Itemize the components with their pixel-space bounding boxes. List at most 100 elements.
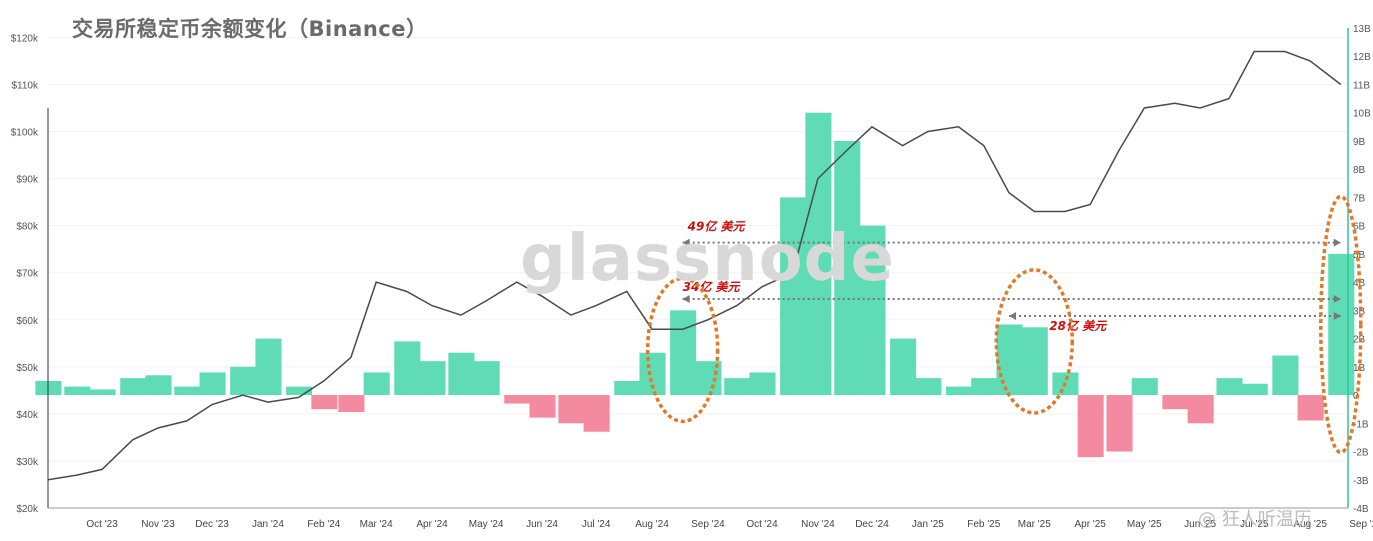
highlight-ellipse — [645, 276, 720, 424]
annotation-label: 49亿 美元 — [687, 220, 747, 234]
left-tick-label: $70k — [16, 269, 39, 280]
x-tick-label: Nov '23 — [141, 519, 175, 530]
balance-bar — [286, 386, 313, 396]
highlight-ellipse — [994, 268, 1075, 415]
left-axis: $20k $30k $40k $50k $60k $70k $80k $90k $100k $11… — [11, 33, 49, 515]
balance-bar — [945, 386, 973, 396]
x-tick-label: Apr '24 — [416, 519, 448, 530]
x-tick-label: Oct '24 — [746, 519, 778, 530]
right-tick-label: 6B — [1353, 222, 1366, 233]
balance-bar — [1131, 378, 1158, 396]
x-tick-label: Mar '25 — [1018, 519, 1051, 530]
watermark: glassnode — [520, 222, 895, 296]
left-tick-label: $120k — [11, 33, 39, 44]
arrow-right — [1333, 238, 1341, 247]
right-tick-label: -2B — [1353, 448, 1369, 459]
balance-bar — [670, 310, 697, 396]
left-tick-label: $80k — [16, 222, 39, 233]
balance-bar — [230, 366, 257, 396]
price-line-group — [47, 50, 1342, 481]
x-tick-label: Jun '24 — [526, 519, 558, 530]
balance-bar — [363, 372, 390, 396]
left-tick-label: $90k — [16, 175, 39, 186]
right-tick-label: 12B — [1353, 52, 1371, 63]
balance-bar — [394, 341, 421, 396]
balance-bar — [145, 375, 172, 396]
left-tick-label: $30k — [16, 457, 39, 468]
balance-bar — [859, 225, 886, 396]
x-tick-label: Jun '25 — [1184, 519, 1216, 530]
x-tick-label: Jan '25 — [912, 519, 944, 530]
x-axis: Oct '23 Nov '23 Dec '23 Jan '24 Feb '24 Mar '… — [48, 507, 1373, 530]
balance-bar — [504, 395, 531, 404]
balance-bar — [971, 378, 998, 396]
balance-bar — [780, 197, 807, 396]
x-tick-label: Jul '25 — [1240, 519, 1269, 530]
right-tick-label: 4B — [1353, 278, 1366, 289]
balance-bar — [255, 338, 282, 396]
balance-bar — [1216, 378, 1243, 396]
x-tick-label: Dec '24 — [855, 519, 889, 530]
balance-bar — [558, 395, 585, 424]
x-tick-label: Sep '24 — [691, 519, 725, 530]
x-tick-label: May '25 — [1127, 519, 1162, 530]
x-tick-label: Apr '25 — [1074, 519, 1106, 530]
right-tick-label: 5B — [1353, 250, 1366, 261]
balance-bar — [614, 380, 641, 396]
right-tick-label: 11B — [1353, 80, 1370, 91]
x-tick-label: Jan '24 — [252, 519, 284, 530]
balance-bar — [749, 372, 776, 396]
left-tick-label: $100k — [11, 128, 39, 139]
left-tick-label: $40k — [16, 410, 39, 421]
balance-bar — [89, 389, 116, 396]
balance-bar — [174, 386, 201, 396]
balance-bar — [338, 395, 365, 412]
right-tick-label: -1B — [1353, 419, 1369, 430]
right-tick-label: 8B — [1353, 165, 1366, 176]
balance-bar — [64, 386, 91, 396]
left-tick-label: $60k — [16, 316, 39, 327]
author-credit: @ 狂人听温历 — [1198, 509, 1312, 530]
balance-bar — [1021, 327, 1048, 396]
price-line — [47, 50, 1342, 481]
arrow-left — [682, 238, 690, 247]
balance-bar — [805, 112, 832, 396]
right-tick-label: 7B — [1353, 193, 1366, 204]
left-tick-label: $110k — [11, 80, 39, 91]
annotation-label: 28亿 美元 — [1049, 319, 1108, 333]
x-tick-label: Feb '24 — [307, 519, 340, 530]
balance-bar — [473, 361, 500, 396]
x-tick-label: Dec '23 — [195, 519, 229, 530]
left-tick-label: $50k — [16, 363, 39, 374]
x-tick-label: May '24 — [469, 519, 504, 530]
balance-bar — [724, 378, 751, 396]
x-tick-label: Aug '25 — [1293, 519, 1327, 530]
balance-bar — [583, 395, 610, 432]
balance-bar — [199, 372, 226, 396]
balance-bar — [419, 361, 446, 396]
x-tick-label: Aug '24 — [635, 519, 669, 530]
balance-bar — [834, 140, 861, 396]
x-tick-label: Feb '25 — [967, 519, 1000, 530]
balance-bar — [529, 395, 556, 418]
balance-bar — [1106, 395, 1133, 452]
balance-bar — [311, 395, 338, 410]
right-tick-label: 3B — [1353, 306, 1366, 317]
balance-bar — [1077, 395, 1104, 458]
arrow-right — [1333, 312, 1341, 320]
gridlines — [48, 36, 1348, 509]
balance-bar — [1241, 383, 1268, 396]
x-tick-label: Sep '25 — [1349, 519, 1373, 530]
arrow-right — [1333, 295, 1341, 304]
x-tick-label: Jul '24 — [582, 519, 611, 530]
right-tick-label: -4B — [1353, 504, 1369, 515]
balance-bar — [1187, 395, 1214, 424]
x-tick-label: Nov '24 — [801, 519, 835, 530]
balance-bar — [915, 378, 942, 396]
balance-bar — [448, 352, 475, 396]
chart-title: 交易所稳定币余额变化（Binance） — [72, 17, 428, 41]
balance-bar — [890, 338, 917, 396]
balance-bar — [120, 378, 147, 396]
